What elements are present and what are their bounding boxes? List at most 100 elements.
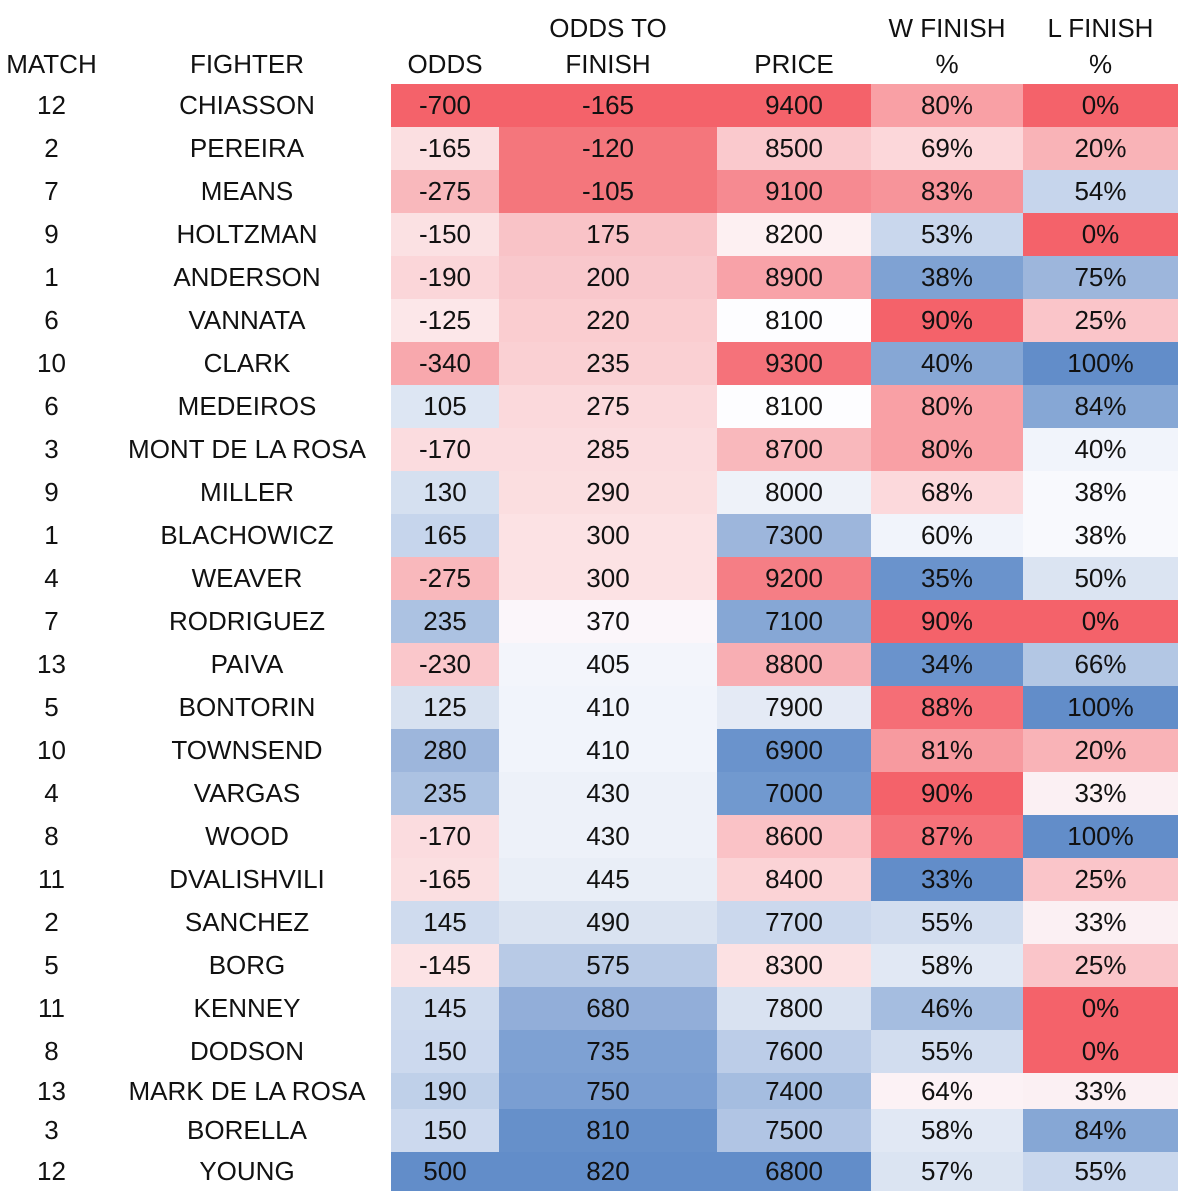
table-row: 12 YOUNG 500 820 6800 57% 55% bbox=[0, 1152, 1178, 1191]
cell-match: 12 bbox=[37, 1156, 66, 1186]
table-row: 4 WEAVER -275 300 9200 35% 50% bbox=[0, 557, 1178, 600]
header-odds: ODDS bbox=[407, 49, 483, 79]
cell-odds: 235 bbox=[391, 772, 499, 815]
cell-l-finish: 54% bbox=[1023, 170, 1178, 213]
cell-match: 6 bbox=[44, 305, 59, 335]
cell-odds: 145 bbox=[391, 987, 499, 1030]
cell-w-finish: 33% bbox=[871, 858, 1023, 901]
cell-match: 13 bbox=[37, 1076, 66, 1106]
table-row: 7 RODRIGUEZ 235 370 7100 90% 0% bbox=[0, 600, 1178, 643]
cell-odds: 280 bbox=[391, 729, 499, 772]
cell-fighter: DODSON bbox=[189, 1036, 305, 1066]
cell-odds: -145 bbox=[391, 944, 499, 987]
cell-price: 6900 bbox=[717, 729, 871, 772]
cell-fighter: WOOD bbox=[205, 821, 289, 851]
cell-w-finish: 90% bbox=[871, 772, 1023, 815]
cell-price: 8100 bbox=[717, 299, 871, 342]
cell-w-finish: 90% bbox=[871, 600, 1023, 643]
table-row: 10 CLARK -340 235 9300 40% 100% bbox=[0, 342, 1178, 385]
cell-l-finish: 0% bbox=[1023, 987, 1178, 1030]
cell-match: 3 bbox=[44, 1115, 59, 1145]
cell-price: 7600 bbox=[717, 1030, 871, 1073]
cell-odds-to-finish: 285 bbox=[499, 428, 717, 471]
header-l-finish: L FINISH% bbox=[1047, 13, 1154, 79]
cell-odds: 165 bbox=[391, 514, 499, 557]
table-row: 11 KENNEY 145 680 7800 46% 0% bbox=[0, 987, 1178, 1030]
cell-odds-to-finish: 275 bbox=[499, 385, 717, 428]
cell-match: 13 bbox=[37, 649, 66, 679]
cell-l-finish: 75% bbox=[1023, 256, 1178, 299]
table-row: 10 TOWNSEND 280 410 6900 81% 20% bbox=[0, 729, 1178, 772]
cell-price: 8700 bbox=[717, 428, 871, 471]
cell-fighter: HOLTZMAN bbox=[176, 219, 318, 249]
table-row: 5 BORG -145 575 8300 58% 25% bbox=[0, 944, 1178, 987]
table-row: 8 DODSON 150 735 7600 55% 0% bbox=[0, 1030, 1178, 1073]
cell-match: 10 bbox=[37, 348, 66, 378]
cell-w-finish: 60% bbox=[871, 514, 1023, 557]
cell-l-finish: 33% bbox=[1023, 772, 1178, 815]
cell-l-finish: 20% bbox=[1023, 729, 1178, 772]
cell-price: 8800 bbox=[717, 643, 871, 686]
cell-l-finish: 25% bbox=[1023, 299, 1178, 342]
cell-w-finish: 64% bbox=[871, 1073, 1023, 1109]
cell-match: 6 bbox=[44, 391, 59, 421]
cell-match: 11 bbox=[38, 993, 65, 1023]
table-row: 4 VARGAS 235 430 7000 90% 33% bbox=[0, 772, 1178, 815]
cell-price: 8000 bbox=[717, 471, 871, 514]
cell-odds-to-finish: 290 bbox=[499, 471, 717, 514]
cell-l-finish: 40% bbox=[1023, 428, 1178, 471]
cell-price: 8600 bbox=[717, 815, 871, 858]
cell-match: 2 bbox=[44, 133, 59, 163]
cell-odds-to-finish: 410 bbox=[499, 686, 717, 729]
cell-odds-to-finish: -165 bbox=[499, 84, 717, 127]
cell-match: 9 bbox=[44, 219, 59, 249]
cell-match: 5 bbox=[44, 692, 59, 722]
cell-fighter: MEANS bbox=[200, 176, 294, 206]
cell-l-finish: 55% bbox=[1023, 1152, 1178, 1191]
cell-price: 8200 bbox=[717, 213, 871, 256]
cell-price: 8900 bbox=[717, 256, 871, 299]
cell-match: 8 bbox=[44, 1036, 59, 1066]
table-row: 9 MILLER 130 290 8000 68% 38% bbox=[0, 471, 1178, 514]
cell-l-finish: 0% bbox=[1023, 1030, 1178, 1073]
cell-price: 7800 bbox=[717, 987, 871, 1030]
cell-fighter: WEAVER bbox=[191, 563, 303, 593]
cell-odds-to-finish: 410 bbox=[499, 729, 717, 772]
cell-odds-to-finish: 220 bbox=[499, 299, 717, 342]
cell-l-finish: 38% bbox=[1023, 514, 1178, 557]
cell-odds: -165 bbox=[391, 127, 499, 170]
cell-odds-to-finish: 575 bbox=[499, 944, 717, 987]
cell-odds: -700 bbox=[391, 84, 499, 127]
cell-fighter: KENNEY bbox=[193, 993, 301, 1023]
cell-l-finish: 33% bbox=[1023, 901, 1178, 944]
cell-odds: -170 bbox=[391, 815, 499, 858]
cell-w-finish: 87% bbox=[871, 815, 1023, 858]
cell-match: 1 bbox=[44, 520, 59, 550]
cell-odds-to-finish: 490 bbox=[499, 901, 717, 944]
table-body: 12 CHIASSON -700 -165 9400 80% 0% 2 PEREIRA -165-… bbox=[0, 84, 1178, 1191]
cell-l-finish: 0% bbox=[1023, 213, 1178, 256]
cell-l-finish: 50% bbox=[1023, 557, 1178, 600]
cell-w-finish: 80% bbox=[871, 385, 1023, 428]
table-row: 1 BLACHOWICZ 165 300 7300 60% 38% bbox=[0, 514, 1178, 557]
cell-fighter: MARK DE LA ROSA bbox=[128, 1076, 366, 1106]
table-row: 9 HOLTZMAN -150 175 8200 53% 0% bbox=[0, 213, 1178, 256]
cell-l-finish: 25% bbox=[1023, 858, 1178, 901]
cell-w-finish: 57% bbox=[871, 1152, 1023, 1191]
cell-match: 5 bbox=[44, 950, 59, 980]
cell-odds-to-finish: 430 bbox=[499, 815, 717, 858]
cell-odds: 235 bbox=[391, 600, 499, 643]
cell-fighter: MEDEIROS bbox=[177, 391, 317, 421]
cell-w-finish: 90% bbox=[871, 299, 1023, 342]
header-fighter: FIGHTER bbox=[189, 49, 305, 79]
cell-fighter: VARGAS bbox=[193, 778, 301, 808]
cell-w-finish: 35% bbox=[871, 557, 1023, 600]
cell-w-finish: 69% bbox=[871, 127, 1023, 170]
cell-l-finish: 33% bbox=[1023, 1073, 1178, 1109]
cell-odds-to-finish: 300 bbox=[499, 557, 717, 600]
cell-odds: -275 bbox=[391, 557, 499, 600]
cell-price: 9200 bbox=[717, 557, 871, 600]
table-row: 13 MARK DE LA ROSA 190 750 7400 64% 33% bbox=[0, 1073, 1178, 1109]
cell-odds-to-finish: 445 bbox=[499, 858, 717, 901]
cell-price: 6800 bbox=[717, 1152, 871, 1191]
